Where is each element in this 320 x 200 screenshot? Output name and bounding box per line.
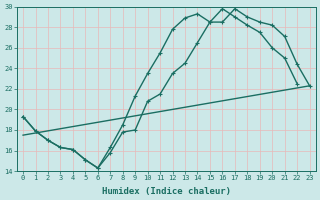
X-axis label: Humidex (Indice chaleur): Humidex (Indice chaleur): [102, 187, 231, 196]
